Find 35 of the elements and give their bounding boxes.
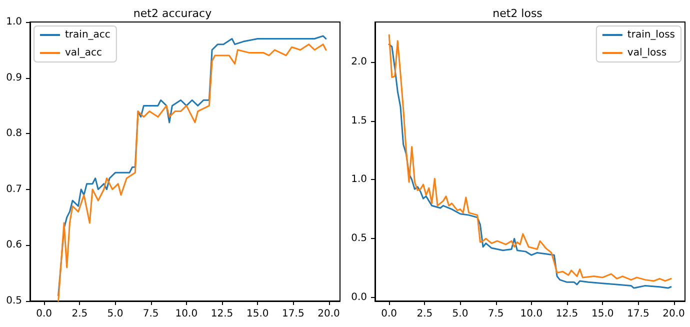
legend-label: val_loss — [627, 48, 667, 58]
x-tick-label: 15.0 — [591, 308, 614, 320]
y-tick-label: 0.7 — [6, 184, 22, 195]
x-tick-label: 15.0 — [246, 308, 269, 320]
x-tick-label: 10.0 — [520, 308, 543, 320]
y-tick-label: 1.0 — [351, 174, 367, 186]
y-tick-label: 0.5 — [6, 296, 22, 306]
x-tick-label: 20.0 — [318, 308, 340, 320]
y-tick-label: 1.0 — [6, 16, 22, 28]
x-tick-label: 5.0 — [107, 308, 124, 320]
x-tick-label: 17.5 — [282, 308, 304, 320]
x-tick-label: 0.0 — [36, 308, 52, 320]
x-tick-label: 5.0 — [452, 308, 468, 320]
y-tick-label: 1.5 — [351, 115, 367, 126]
x-tick-label: 12.5 — [210, 308, 234, 320]
y-tick-label: 0.5 — [351, 233, 367, 244]
y-tick-label: 0.8 — [6, 128, 22, 140]
y-tick-label: 0.9 — [6, 72, 22, 84]
x-tick-label: 7.5 — [488, 308, 504, 320]
legend-label: val_acc — [65, 48, 102, 58]
x-tick-label: 20.0 — [662, 308, 685, 320]
legend-label: train_loss — [627, 30, 675, 40]
x-tick-label: 2.5 — [416, 308, 433, 320]
x-tick-label: 10.0 — [175, 308, 198, 320]
y-tick-label: 0.0 — [351, 292, 367, 303]
x-tick-label: 2.5 — [72, 308, 88, 320]
x-tick-label: 17.5 — [627, 308, 650, 320]
legend-label: train_acc — [65, 30, 110, 40]
chart-title: net2 accuracy — [133, 7, 212, 20]
x-tick-label: 12.5 — [556, 308, 578, 320]
chart-title: net2 loss — [492, 7, 543, 20]
y-tick-label: 2.0 — [351, 56, 367, 68]
x-tick-label: 7.5 — [142, 308, 159, 320]
y-tick-label: 0.6 — [6, 240, 22, 251]
x-tick-label: 0.0 — [381, 308, 398, 320]
